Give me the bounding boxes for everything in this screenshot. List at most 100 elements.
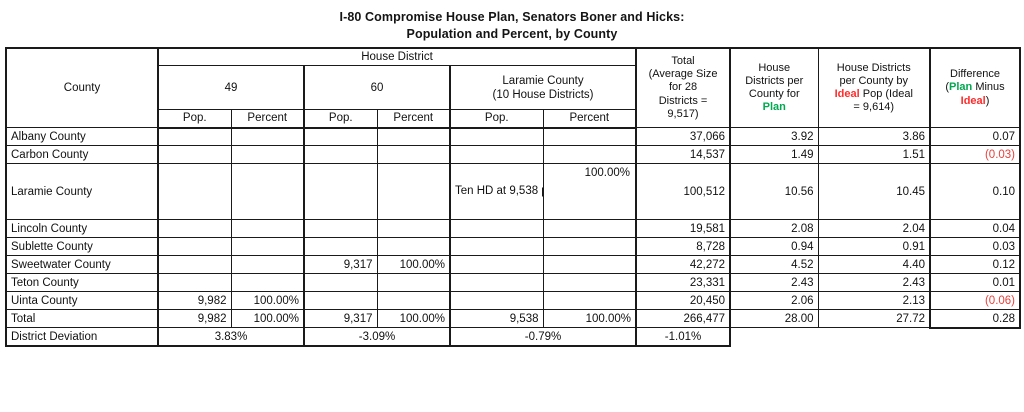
cell-county: Uinta County xyxy=(5,291,159,311)
cell-total: 37,066 xyxy=(635,127,732,147)
cell-hd49-pop xyxy=(157,219,232,239)
table-row: Laramie County Ten HD at 9,538 per distri… xyxy=(5,163,1022,221)
cell-laramie-percent xyxy=(542,127,637,147)
table-row: Albany County 37,066 3.92 3.86 0.07 xyxy=(5,127,1022,147)
header-hd-ideal-l1: House Districts xyxy=(836,61,911,74)
header-total-l4: Districts = xyxy=(658,94,708,107)
cell-hd-per-county-ideal: 10.45 xyxy=(817,163,931,221)
header-hd-ideal-l2: per County by xyxy=(839,74,908,87)
header-house-district: House District xyxy=(156,46,637,67)
header-hd-per-county-ideal: House Districts per County by Ideal Pop … xyxy=(817,46,931,129)
cell-hd49-percent xyxy=(230,219,305,239)
cell-hd60-percent xyxy=(376,237,451,257)
cell-laramie-percent xyxy=(542,145,637,165)
header-laramie-pop: Pop. xyxy=(449,109,544,129)
header-laramie-percent: Percent xyxy=(542,109,637,129)
table-header: County House District Total (Average Siz… xyxy=(5,46,1022,129)
cell-laramie-pop xyxy=(449,255,544,275)
header-hd49-percent: Percent xyxy=(230,109,305,129)
cell-deviation-hd60: -3.09% xyxy=(303,327,451,347)
cell-total: 42,272 xyxy=(635,255,732,275)
cell-hd-per-county-plan: 2.08 xyxy=(729,219,819,239)
header-difference: Difference (Plan Minus Ideal) xyxy=(929,46,1022,129)
header-hd-plan-l3: County for xyxy=(748,88,800,100)
cell-deviation-label: District Deviation xyxy=(5,327,159,347)
cell-county: Lincoln County xyxy=(5,219,159,239)
cell-hd-per-county-ideal: 2.13 xyxy=(817,291,931,311)
cell-hd49-pop xyxy=(157,145,232,165)
cell-total-hd60-pop: 9,317 xyxy=(303,309,378,329)
header-total-l1: Total xyxy=(671,55,695,68)
cell-difference: 0.01 xyxy=(929,273,1022,293)
population-by-county-table: County House District Total (Average Siz… xyxy=(5,46,1022,347)
table-row: Sublette County 8,728 0.94 0.91 0.03 xyxy=(5,237,1022,257)
cell-laramie-pop xyxy=(449,237,544,257)
cell-hd49-pop xyxy=(157,163,232,221)
cell-total-laramie-pop: 9,538 xyxy=(449,309,544,329)
cell-hd60-percent: 100.00% xyxy=(376,255,451,275)
table-row-total: Total 9,982 100.00% 9,317 100.00% 9,538 100.00… xyxy=(5,309,1022,329)
cell-hd60-percent xyxy=(376,219,451,239)
cell-total-hd49-percent: 100.00% xyxy=(230,309,305,329)
cell-hd-per-county-plan: 0.94 xyxy=(729,237,819,257)
cell-laramie-pop xyxy=(449,273,544,293)
cell-hd60-pop xyxy=(303,163,378,221)
cell-county: Carbon County xyxy=(5,145,159,165)
cell-deviation-laramie: -0.79% xyxy=(448,327,637,347)
cell-laramie-percent-highlight: 100.00% xyxy=(542,163,637,221)
cell-hd49-percent xyxy=(230,255,305,275)
cell-hd49-percent xyxy=(230,163,305,221)
header-row-districts: 49 60 Laramie County (10 House Districts… xyxy=(6,65,1020,111)
cell-county: Laramie County xyxy=(5,163,159,221)
cell-hd60-pop xyxy=(303,237,378,257)
cell-total: 14,537 xyxy=(635,145,732,165)
cell-total: 100,512 xyxy=(635,163,732,221)
cell-difference: 0.12 xyxy=(929,255,1022,275)
table-row: Teton County 23,331 2.43 2.43 0.01 xyxy=(5,273,1022,293)
page-title-line-2: Population and Percent, by County xyxy=(406,26,618,41)
cell-laramie-pop xyxy=(449,127,544,147)
cell-hd-per-county-ideal: 2.43 xyxy=(817,273,931,293)
cell-total: 8,728 xyxy=(635,237,732,257)
cell-hd60-pop xyxy=(303,219,378,239)
header-hd-ideal-accent: Ideal xyxy=(834,88,860,100)
cell-hd60-pop xyxy=(303,273,378,293)
cell-total: 19,581 xyxy=(635,219,732,239)
header-district-60: 60 xyxy=(303,65,451,111)
cell-hd-per-county-ideal: 2.04 xyxy=(817,219,931,239)
cell-total-laramie-percent: 100.00% xyxy=(542,309,637,329)
cell-hd49-pop xyxy=(157,255,232,275)
header-difference-plan-accent: Plan xyxy=(949,81,973,94)
page-title-line-1: I-80 Compromise House Plan, Senators Bon… xyxy=(339,10,685,24)
cell-hd60-pop xyxy=(303,145,378,165)
cell-difference: 0.03 xyxy=(929,237,1022,257)
cell-laramie-percent xyxy=(542,273,637,293)
table-row: Lincoln County 19,581 2.08 2.04 0.04 xyxy=(5,219,1022,239)
cell-hd49-pop xyxy=(157,127,232,147)
cell-total: 20,450 xyxy=(635,291,732,311)
cell-total-hd49-pop: 9,982 xyxy=(157,309,232,329)
cell-deviation-hd49: 3.83% xyxy=(157,327,305,347)
cell-hd49-percent: 100.00% xyxy=(230,291,305,311)
header-total-l2: (Average Size xyxy=(648,68,718,81)
cell-hd60-pop xyxy=(303,291,378,311)
header-hd60-pop: Pop. xyxy=(303,109,378,129)
header-hd-plan-accent: Plan xyxy=(762,101,786,114)
cell-hd-per-county-ideal: 1.51 xyxy=(817,145,931,165)
cell-laramie-percent xyxy=(542,219,637,239)
cell-hd49-pop: 9,982 xyxy=(157,291,232,311)
cell-hd-per-county-ideal: 4.40 xyxy=(817,255,931,275)
table-row: Carbon County 14,537 1.49 1.51 (0.03) xyxy=(5,145,1022,165)
cell-hd60-percent xyxy=(376,145,451,165)
cell-difference: 0.04 xyxy=(929,219,1022,239)
cell-hd60-percent xyxy=(376,127,451,147)
header-hd-ideal-l3: Pop (Ideal xyxy=(859,88,913,100)
table-row-district-deviation: District Deviation 3.83% -3.09% -0.79% -1.01… xyxy=(5,327,1021,347)
header-difference-paren-open: ( xyxy=(945,81,950,94)
header-row-subcolumns: Pop. Percent Pop. Percent Pop. Percent xyxy=(6,109,1020,129)
cell-difference: (0.06) xyxy=(929,291,1022,311)
table-row: Uinta County 9,982 100.00% 20,450 2.06 2.13 (0… xyxy=(5,291,1022,311)
header-hd-per-county-plan: House Districts per County for Plan xyxy=(729,46,819,129)
cell-difference: 0.10 xyxy=(929,163,1022,221)
